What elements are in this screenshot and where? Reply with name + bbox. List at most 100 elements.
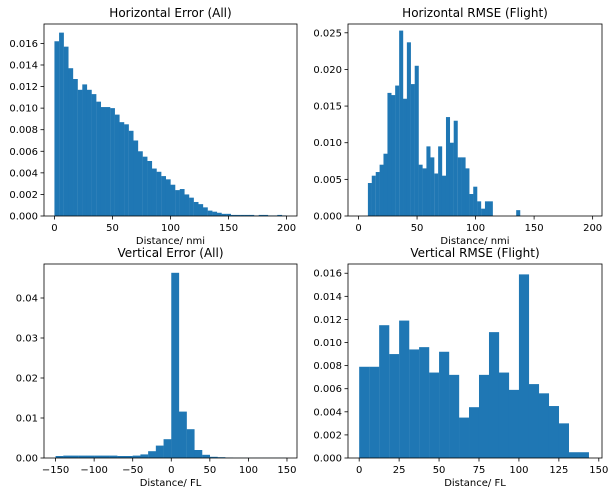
bar (558, 423, 569, 458)
x-tick-label: −150 (42, 465, 69, 476)
y-tick-label: 0.014 (313, 292, 342, 303)
bar (170, 184, 176, 216)
bar (155, 445, 164, 458)
bar (249, 214, 255, 216)
y-tick-label: 0.000 (9, 212, 38, 223)
bar (548, 406, 560, 458)
bar (528, 384, 540, 458)
bar (484, 201, 489, 216)
x-tick-label: 50 (433, 465, 446, 476)
bar (429, 372, 440, 458)
x-axis-label: Distance/ nmi (136, 236, 205, 247)
x-tick-label: 100 (509, 465, 528, 476)
bar (441, 175, 447, 216)
x-tick-label: −100 (80, 465, 107, 476)
bar (244, 214, 250, 216)
x-tick-label: 100 (161, 223, 180, 234)
bar (477, 201, 482, 216)
bar (426, 146, 431, 216)
bar (240, 214, 245, 216)
bar (461, 157, 466, 216)
bar (379, 164, 384, 216)
chart-title: Horizontal RMSE (Flight) (402, 6, 548, 20)
bar (395, 85, 400, 216)
bar (465, 168, 470, 216)
bar (128, 130, 134, 216)
x-tick-label: 0 (51, 223, 57, 234)
y-tick-label: 0.014 (9, 60, 38, 71)
bar (414, 65, 419, 217)
y-tick-label: 0.01 (16, 414, 38, 425)
bar (367, 183, 372, 216)
y-tick-label: 0.010 (313, 138, 342, 149)
x-tick-label: 150 (277, 465, 296, 476)
chart-vertical-error-all: −150 −100 −50 0 50 100 150 0.00 0.01 0.02 0.03 0.04… (16, 246, 298, 489)
bar (469, 194, 474, 216)
bar (375, 172, 380, 216)
axes-frame (347, 263, 603, 459)
bar (142, 156, 148, 216)
x-tick-label: −50 (122, 465, 143, 476)
bar (94, 455, 102, 458)
y-tick-label: 0.03 (16, 334, 38, 345)
bar (422, 168, 427, 216)
bar (110, 108, 115, 216)
x-tick-label: 50 (203, 465, 216, 476)
bar (434, 173, 439, 216)
bar (73, 79, 78, 216)
bar (481, 208, 486, 216)
bar (151, 168, 157, 216)
bar (391, 95, 396, 216)
bar (161, 176, 167, 216)
chart-title: Vertical Error (All) (117, 246, 223, 260)
x-tick-label: 50 (106, 223, 119, 234)
bar (189, 197, 194, 216)
bar (203, 207, 208, 216)
y-tick-label: 0.008 (9, 125, 38, 136)
bar (156, 171, 162, 216)
chart-horizontal-error-all: 0 50 100 150 200 0.000 0.002 0.004 0.006 0.008 0.0… (9, 6, 298, 247)
bar (119, 122, 125, 216)
bar (86, 89, 92, 216)
bar (165, 179, 171, 216)
y-tick-label: 0.025 (313, 28, 342, 39)
bar (86, 455, 95, 458)
bar (114, 114, 120, 216)
bar (133, 140, 139, 216)
bar (63, 455, 72, 458)
bar (77, 89, 83, 216)
x-tick-label: 0 (355, 223, 361, 234)
bar (459, 417, 470, 458)
y-tick-label: 0.012 (313, 315, 342, 326)
bar (387, 92, 392, 216)
bar (418, 164, 423, 216)
bar (178, 411, 187, 458)
x-tick-label: 25 (393, 465, 406, 476)
bar (369, 366, 380, 458)
bar (538, 393, 550, 458)
y-tick-label: 0.04 (16, 294, 38, 305)
bar (124, 456, 133, 458)
bar (409, 349, 420, 458)
chart-vertical-rmse-flight: 0 25 50 75 100 125 150 0.000 0.002 0.004 0.006 0.00… (313, 246, 608, 489)
y-tick-label: 0.016 (9, 39, 38, 50)
axes-frame (347, 23, 603, 217)
y-tick-label: 0.02 (16, 374, 38, 385)
bar (117, 456, 126, 458)
y-tick-label: 0.015 (313, 102, 342, 113)
bar (403, 98, 408, 216)
bar (379, 325, 390, 458)
bar (430, 157, 435, 216)
bar (132, 455, 141, 458)
bar (82, 84, 88, 217)
bar (449, 374, 460, 458)
x-tick-label: 100 (466, 223, 485, 234)
x-tick-label: 100 (239, 465, 258, 476)
bar (207, 210, 213, 216)
bars (54, 32, 287, 217)
bar (399, 30, 404, 216)
bar (230, 214, 236, 216)
x-tick-label: 0 (168, 465, 174, 476)
bar (186, 429, 195, 458)
bar (147, 160, 153, 216)
